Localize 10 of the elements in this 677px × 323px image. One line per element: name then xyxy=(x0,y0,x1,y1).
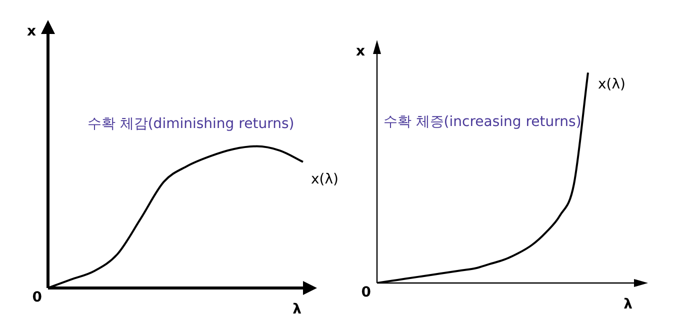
x-axis-title: λ xyxy=(624,296,633,313)
annotation: 수확 체증(increasing returns) xyxy=(383,114,582,130)
series-label: x(λ) xyxy=(598,76,626,92)
series-label: x(λ) xyxy=(311,172,338,188)
text: 0 xyxy=(32,290,42,306)
text: 수확 체감(diminishing returns) xyxy=(87,116,294,132)
y-axis-title: x xyxy=(26,24,36,40)
text: 0 xyxy=(361,284,372,301)
x-axis-title: λ xyxy=(292,302,302,318)
y-axis-title: x xyxy=(356,44,365,60)
